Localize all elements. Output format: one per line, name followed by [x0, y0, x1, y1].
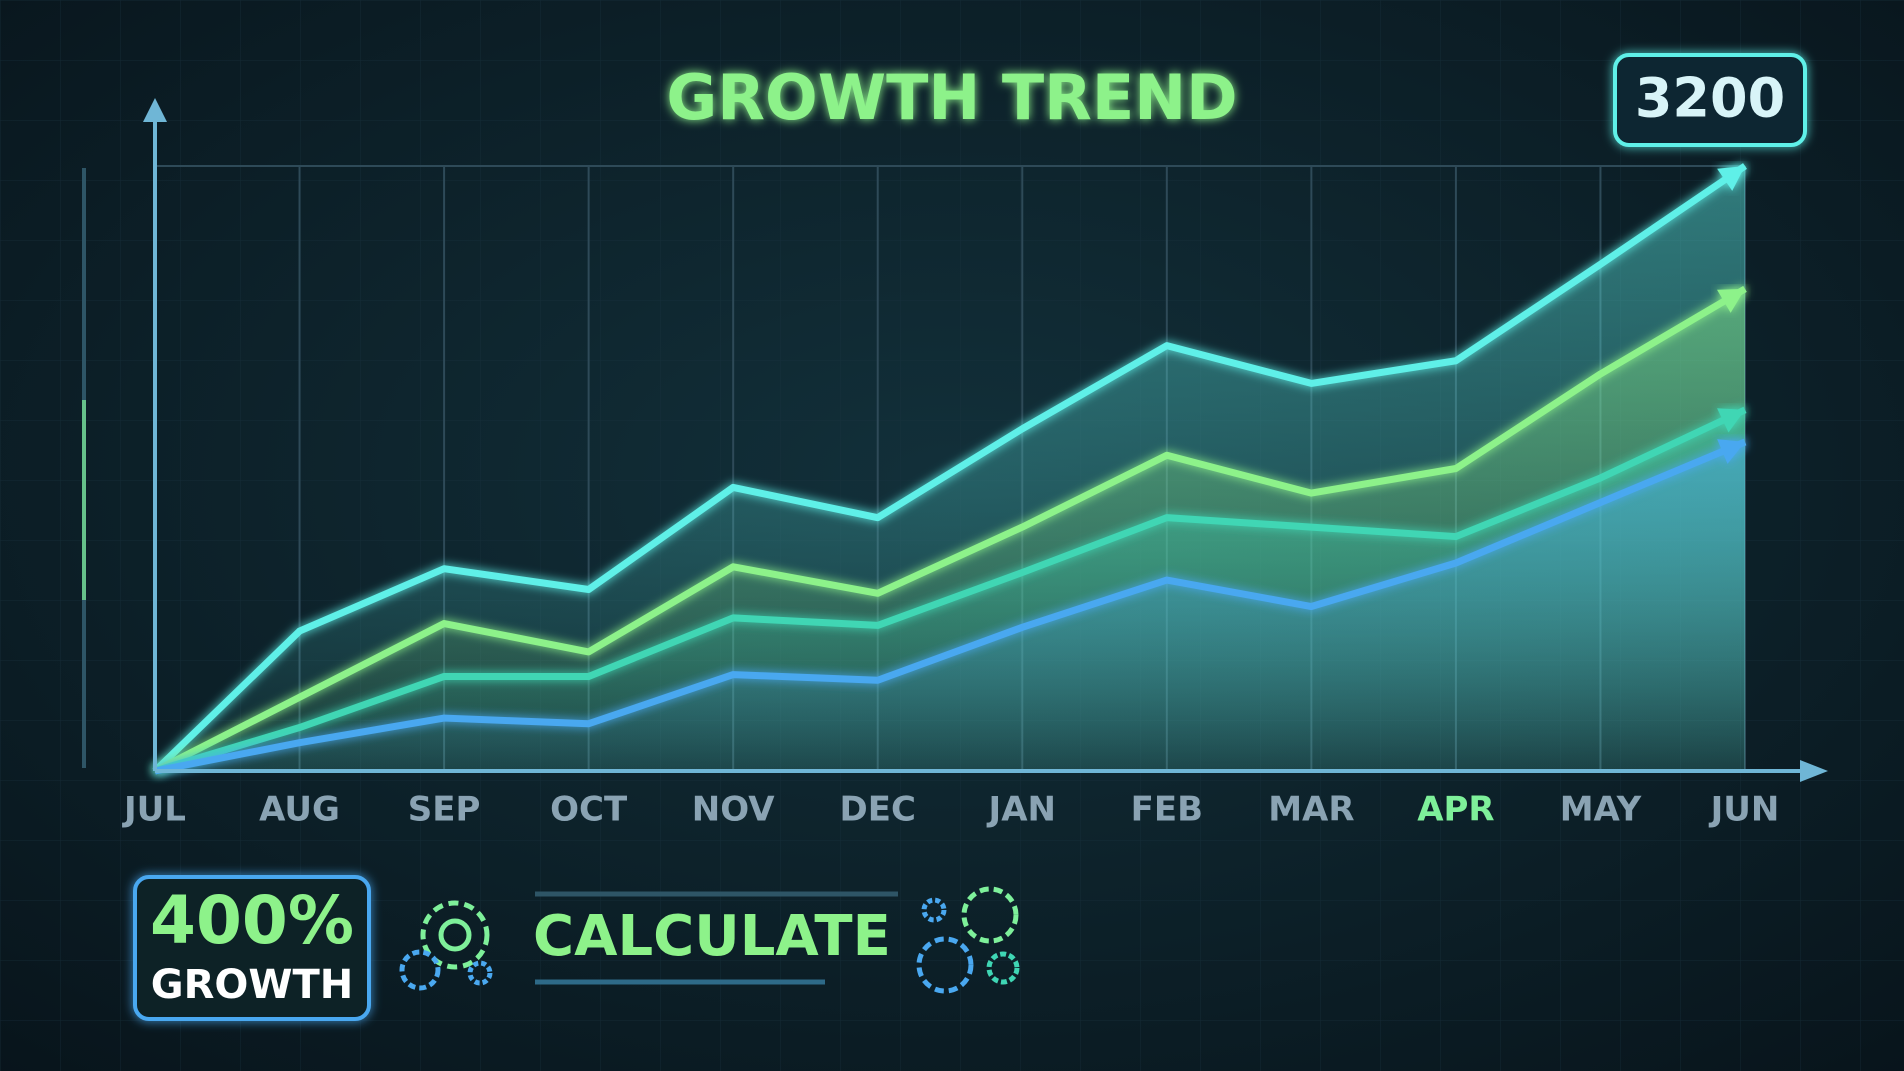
growth-label: GROWTH: [151, 962, 354, 1008]
gear: [399, 949, 441, 991]
x-tick-label: OCT: [550, 790, 628, 830]
peak-value: 3200: [1635, 67, 1785, 130]
x-tick-label: FEB: [1131, 790, 1203, 830]
peak-badge: [1613, 53, 1807, 147]
arrow-head: [1717, 166, 1745, 191]
plot-area: [152, 163, 1747, 775]
growth-value: 400%: [150, 882, 354, 959]
x-tick-label: JUL: [122, 790, 186, 830]
gear: [467, 960, 493, 986]
gear: [438, 918, 472, 952]
area: [155, 442, 1745, 771]
line: [152, 163, 1747, 774]
line: [154, 438, 1747, 775]
arrow-head: [1717, 439, 1745, 464]
gears-left: [399, 900, 493, 991]
x-tick-label: SEP: [408, 790, 481, 830]
line: [153, 285, 1747, 775]
chart-title: GROWTH TREND: [666, 61, 1237, 134]
x-tick-label: NOV: [692, 790, 775, 830]
x-tick-label: APR: [1417, 790, 1494, 830]
x-tick-label: JUN: [1709, 790, 1780, 830]
gear: [916, 936, 974, 994]
line: [153, 406, 1747, 775]
gear: [961, 886, 1019, 944]
growth-box: [133, 875, 371, 1021]
gear: [986, 951, 1020, 985]
x-tick-label: MAY: [1560, 790, 1642, 830]
x-tick-label: AUG: [259, 790, 340, 830]
arrow-head: [1717, 288, 1745, 313]
arrow-head: [1717, 408, 1745, 433]
gear: [921, 897, 947, 923]
calculate-button[interactable]: CALCULATE: [533, 904, 891, 969]
gear: [420, 900, 490, 970]
x-axis-arrow: [1800, 760, 1828, 782]
gears-right: [916, 886, 1020, 994]
y-axis-arrow: [143, 98, 167, 122]
x-tick-label: MAR: [1268, 790, 1354, 830]
x-tick-label: JAN: [987, 790, 1056, 830]
x-tick-label: DEC: [840, 790, 916, 830]
